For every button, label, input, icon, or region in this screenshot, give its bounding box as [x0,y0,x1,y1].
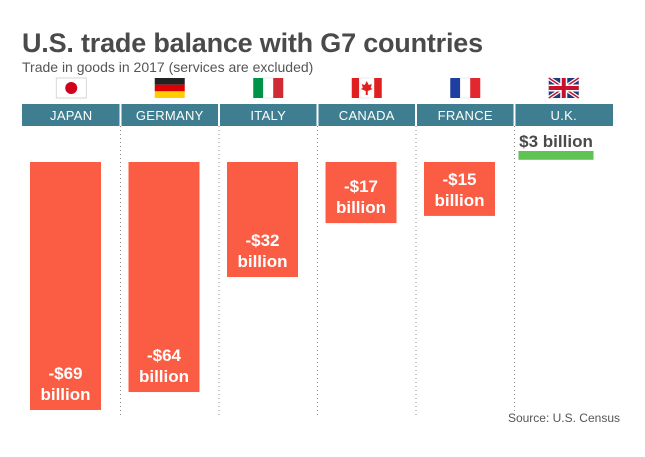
category-label: CANADA [339,108,395,123]
flag-stripe [460,77,471,99]
bar [227,162,298,278]
category-label: GERMANY [136,108,204,123]
data-label: -$15 [442,170,476,189]
germany-flag-icon [154,78,185,98]
data-label: billion [139,367,189,386]
category-label: ITALY [250,108,286,123]
category-label: JAPAN [50,108,92,123]
data-label: billion [434,191,484,210]
italy-flag-icon [253,77,284,99]
bar [424,162,495,216]
flag-stripe [154,91,185,98]
chart-title: U.S. trade balance with G7 countries [22,28,483,58]
flag-stripe [470,78,481,98]
bar [30,162,101,410]
chart-subtitle: Trade in goods in 2017 (services are exc… [22,59,314,75]
japan-flag-icon [55,77,87,99]
bar [128,162,200,393]
category-label: FRANCE [438,108,493,123]
flag-stripe [374,78,382,98]
flag-cross [548,86,579,90]
data-label: -$17 [344,177,378,196]
flag-stripe [263,77,274,99]
flag-stripe [154,84,185,92]
uk-flag-icon [547,76,580,100]
maple-leaf-icon [360,81,373,95]
canada-flag-icon [351,77,382,99]
data-label: -$69 [48,364,82,383]
data-label: billion [40,385,90,404]
flag-stripe [154,78,185,85]
flag-stripe [273,78,284,98]
category-label: U.K. [551,108,577,123]
source-note: Source: U.S. Census [507,411,620,425]
flag-stripe [351,78,360,98]
flag-stripe [450,78,461,98]
data-label: -$64 [147,346,182,365]
data-label: -$32 [245,231,279,250]
data-label: $3 billion [519,132,593,151]
bar [518,151,594,160]
flag-stripe [253,78,264,98]
data-label: billion [336,198,386,217]
bar [325,162,397,224]
france-flag-icon [450,77,481,99]
flag-disc [65,82,78,94]
data-label: billion [237,252,287,271]
